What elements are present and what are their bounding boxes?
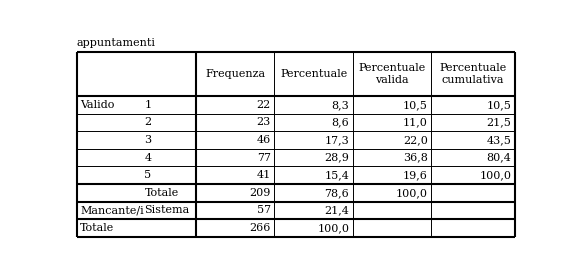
Text: 36,8: 36,8 bbox=[403, 153, 428, 163]
Text: 209: 209 bbox=[249, 188, 271, 198]
Text: 2: 2 bbox=[144, 117, 152, 127]
Text: 100,0: 100,0 bbox=[479, 170, 511, 180]
Text: 77: 77 bbox=[257, 153, 271, 163]
Text: appuntamenti: appuntamenti bbox=[77, 38, 156, 48]
Text: 17,3: 17,3 bbox=[324, 135, 349, 145]
Text: Percentuale: Percentuale bbox=[280, 69, 347, 79]
Text: 21,5: 21,5 bbox=[486, 117, 511, 127]
Text: 11,0: 11,0 bbox=[403, 117, 428, 127]
Text: 100,0: 100,0 bbox=[317, 223, 349, 233]
Text: 78,6: 78,6 bbox=[324, 188, 349, 198]
Text: Frequenza: Frequenza bbox=[205, 69, 265, 79]
Text: 8,6: 8,6 bbox=[332, 117, 349, 127]
Text: 1: 1 bbox=[144, 100, 152, 110]
Text: 19,6: 19,6 bbox=[403, 170, 428, 180]
Text: 4: 4 bbox=[144, 153, 152, 163]
Text: Totale: Totale bbox=[80, 223, 114, 233]
Text: 10,5: 10,5 bbox=[403, 100, 428, 110]
Text: Mancante/i: Mancante/i bbox=[80, 205, 144, 215]
Text: 10,5: 10,5 bbox=[486, 100, 511, 110]
Text: 21,4: 21,4 bbox=[324, 205, 349, 215]
Text: 28,9: 28,9 bbox=[324, 153, 349, 163]
Text: Sistema: Sistema bbox=[144, 205, 190, 215]
Text: 80,4: 80,4 bbox=[486, 153, 511, 163]
Text: Valido: Valido bbox=[80, 100, 115, 110]
Text: 23: 23 bbox=[256, 117, 271, 127]
Text: Percentuale
cumulativa: Percentuale cumulativa bbox=[440, 63, 507, 85]
Text: 3: 3 bbox=[144, 135, 152, 145]
Text: 41: 41 bbox=[256, 170, 271, 180]
Text: 100,0: 100,0 bbox=[396, 188, 428, 198]
Text: Percentuale
valida: Percentuale valida bbox=[358, 63, 426, 85]
Text: 46: 46 bbox=[256, 135, 271, 145]
Text: 8,3: 8,3 bbox=[332, 100, 349, 110]
Text: 15,4: 15,4 bbox=[324, 170, 349, 180]
Text: 266: 266 bbox=[249, 223, 271, 233]
Text: 57: 57 bbox=[257, 205, 271, 215]
Text: Totale: Totale bbox=[144, 188, 179, 198]
Text: 43,5: 43,5 bbox=[486, 135, 511, 145]
Text: 5: 5 bbox=[144, 170, 152, 180]
Text: 22,0: 22,0 bbox=[403, 135, 428, 145]
Text: 22: 22 bbox=[256, 100, 271, 110]
